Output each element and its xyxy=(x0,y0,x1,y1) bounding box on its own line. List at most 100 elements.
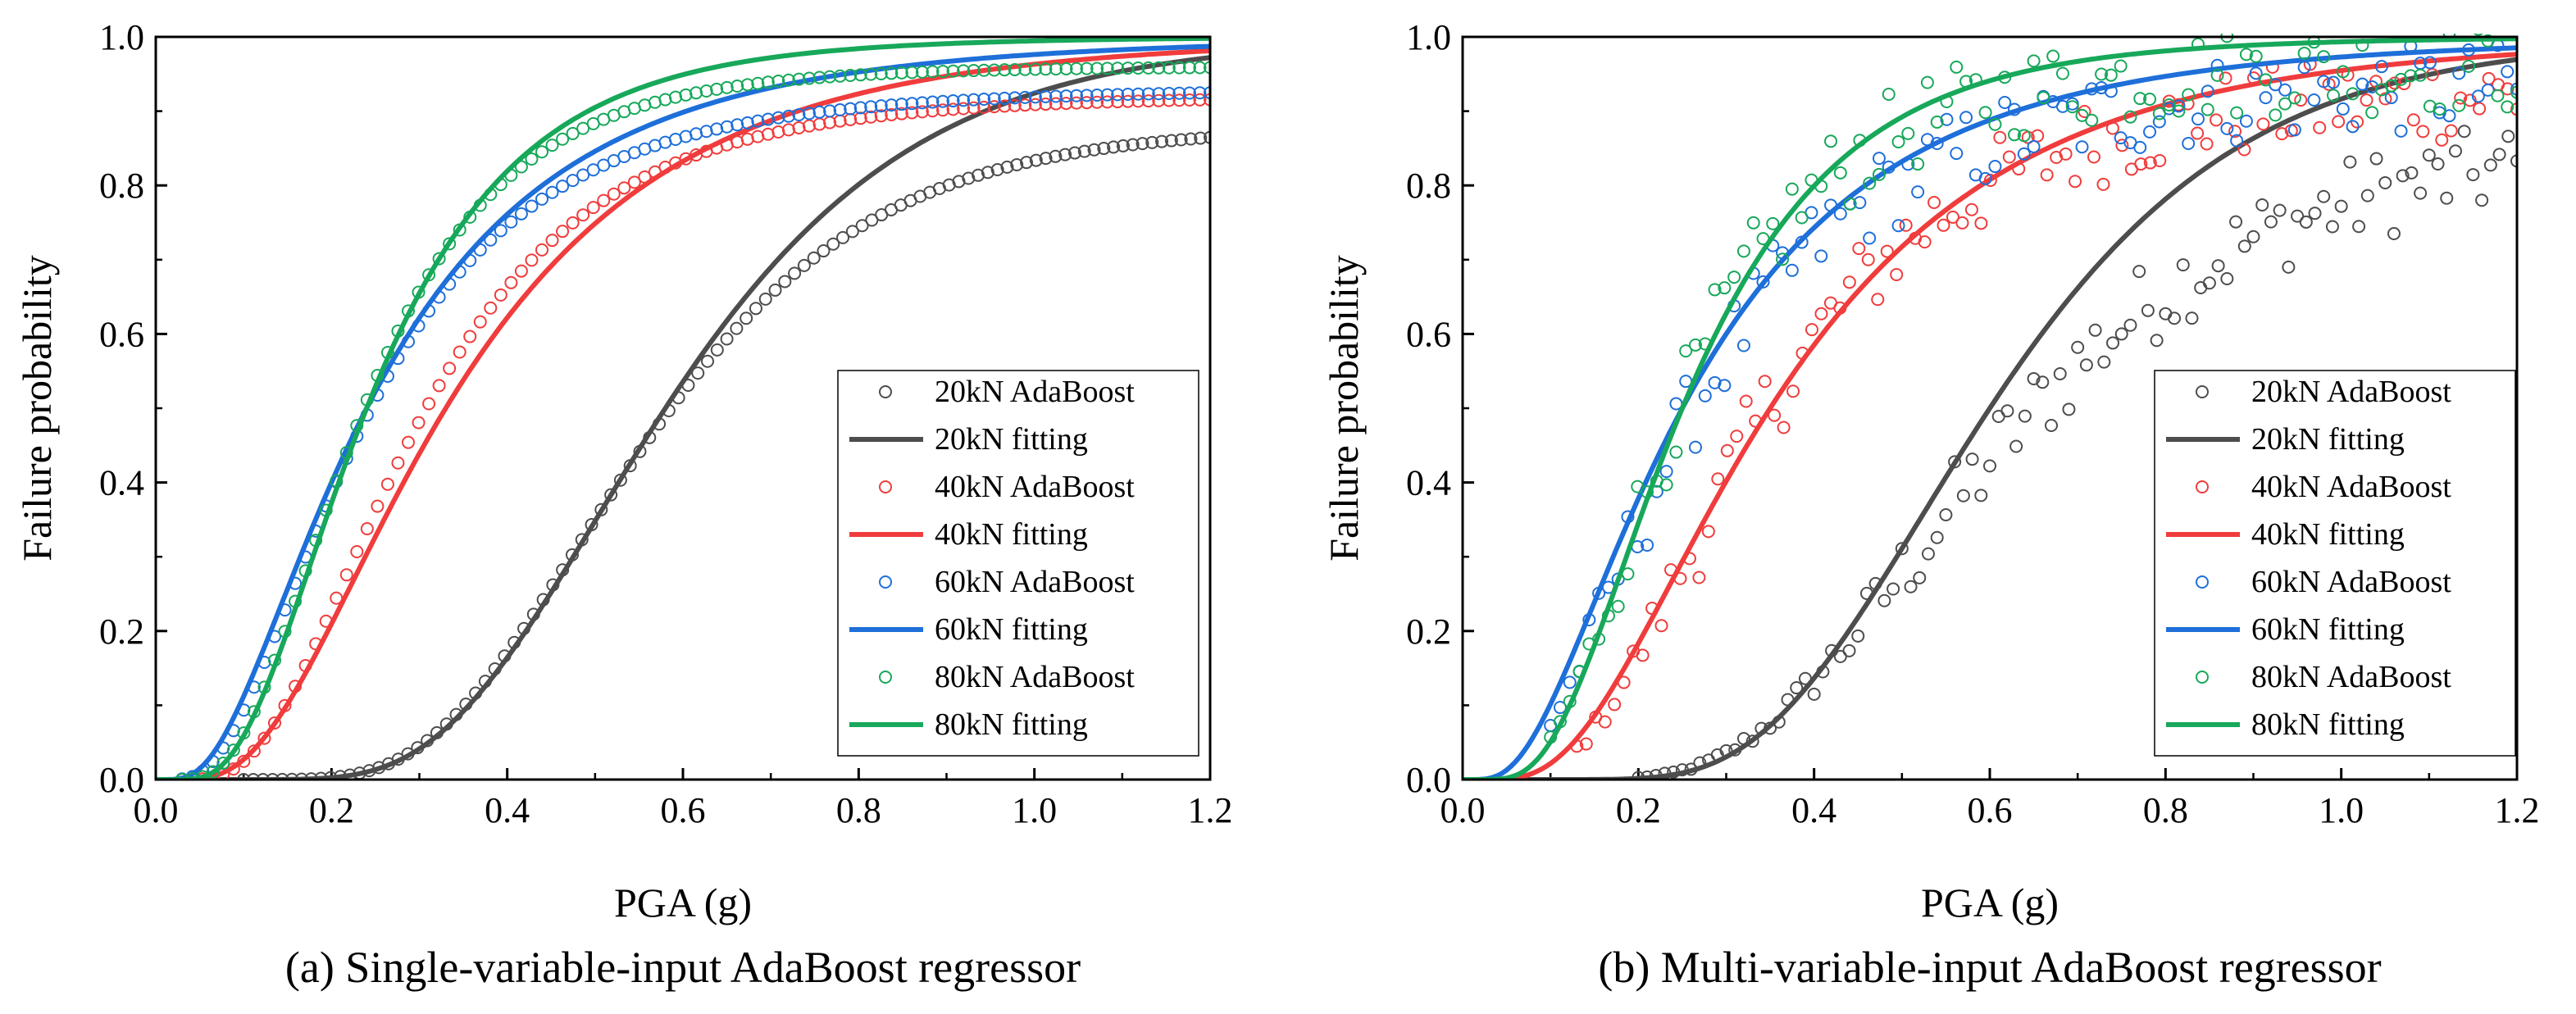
scatter-point-80kn-b xyxy=(2152,107,2166,120)
scatter-point-80kn-a xyxy=(823,70,837,84)
scatter-point-20kn-b xyxy=(2264,215,2278,229)
scatter-point-60kn-b xyxy=(1872,152,1886,166)
scatter-point-20kn-a xyxy=(1184,132,1198,146)
scatter-point-80kn-b xyxy=(2414,68,2428,82)
scatter-point-20kn-b xyxy=(1895,542,1909,556)
scatter-point-60kn-b xyxy=(2510,82,2517,96)
scatter-point-20kn-a xyxy=(788,266,802,280)
scatter-point-60kn-b xyxy=(2249,66,2263,80)
scatter-point-40kn-a xyxy=(566,216,580,230)
scatter-point-20kn-a xyxy=(1145,135,1159,149)
scatter-point-80kn-a xyxy=(833,69,847,83)
scatter-point-80kn-b xyxy=(2491,89,2505,102)
scatter-point-60kn-a xyxy=(1141,87,1155,101)
scatter-point-80kn-b xyxy=(1833,166,1847,180)
scatter-point-80kn-b xyxy=(1795,211,1809,225)
scatter-point-80kn-b xyxy=(2162,98,2176,112)
scatter-point-20kn-a xyxy=(1010,157,1024,171)
y-tick-label-a: 0.2 xyxy=(99,612,144,652)
scatter-point-60kn-b xyxy=(2133,140,2147,154)
scatter-point-40kn-b xyxy=(2444,124,2458,138)
scatter-point-40kn-a xyxy=(1100,95,1114,109)
scatter-point-60kn-a xyxy=(926,95,940,109)
scatter-point-80kn-a xyxy=(1172,61,1186,75)
scatter-point-20kn-a xyxy=(613,473,627,487)
scatter-point-20kn-a xyxy=(768,283,782,297)
scatter-point-80kn-a xyxy=(1039,62,1053,76)
scatter-point-60kn-b xyxy=(1988,160,2002,174)
scatter-point-80kn-b xyxy=(2123,110,2137,124)
scatter-point-20kn-a xyxy=(1107,140,1121,154)
scatter-point-20kn-b xyxy=(2282,260,2296,274)
scatter-point-20kn-a xyxy=(845,225,859,239)
scatter-point-60kn-a xyxy=(1008,91,1022,105)
scatter-point-80kn-a xyxy=(957,64,971,78)
legend-marker-80kn-b xyxy=(2196,671,2209,684)
scatter-point-40kn-a xyxy=(1172,93,1186,107)
scatter-point-20kn-b xyxy=(2000,404,2014,418)
fit-curve-40kn-b xyxy=(1463,52,2517,780)
scatter-point-80kn-b xyxy=(1785,182,1799,196)
legend-label-fit-20kn-a: 20kN fitting xyxy=(935,422,1088,457)
scatter-point-80kn-b xyxy=(1727,271,1741,284)
scatter-point-80kn-a xyxy=(977,63,991,77)
scatter-point-20kn-a xyxy=(1029,153,1043,167)
scatter-point-60kn-a xyxy=(781,109,795,123)
y-tick-label-b: 0.8 xyxy=(1406,166,1451,206)
scatter-point-80kn-b xyxy=(1843,197,1857,211)
scatter-point-60kn-a xyxy=(494,224,507,238)
x-tick-label-a: 0.6 xyxy=(661,790,706,830)
scatter-point-60kn-a xyxy=(751,114,765,128)
scatter-point-80kn-a xyxy=(535,145,548,159)
scatter-point-40kn-b xyxy=(2228,125,2241,139)
legend-b: 20kN AdaBoost 20kN fitting 40kN AdaBoost 40… xyxy=(2154,370,2516,757)
scatter-point-80kn-a xyxy=(751,76,765,90)
scatter-point-20kn-b xyxy=(2325,220,2339,234)
scatter-point-60kn-a xyxy=(1204,86,1210,100)
scatter-point-80kn-a xyxy=(226,743,240,757)
scatter-point-80kn-b xyxy=(2365,106,2379,120)
scatter-point-40kn-a xyxy=(432,379,446,393)
scatter-point-40kn-a xyxy=(1152,93,1166,107)
scatter-point-80kn-b xyxy=(2249,49,2263,63)
scatter-point-20kn-b xyxy=(2475,193,2489,207)
scatter-point-60kn-a xyxy=(525,199,539,213)
scatter-point-40kn-b xyxy=(2406,113,2420,127)
legend-label-fit-80kn-b: 80kN fitting xyxy=(2251,707,2405,742)
scatter-point-40kn-a xyxy=(1080,96,1094,110)
scatter-point-80kn-b xyxy=(2433,102,2446,116)
scatter-point-20kn-b xyxy=(1745,734,1759,748)
scatter-point-20kn-b xyxy=(1930,530,1944,544)
scatter-point-40kn-a xyxy=(792,120,806,134)
scatter-point-80kn-b xyxy=(2327,89,2341,102)
scatter-point-20kn-a xyxy=(730,321,744,335)
legend-label-fit-60kn-b: 60kN fitting xyxy=(2251,612,2405,647)
scatter-point-20kn-b xyxy=(2352,220,2366,234)
scatter-point-60kn-b xyxy=(1641,538,1654,552)
scatter-point-40kn-b xyxy=(1842,275,1856,289)
scatter-point-60kn-a xyxy=(1090,88,1104,102)
scatter-point-40kn-a xyxy=(1018,98,1032,112)
scatter-point-60kn-a xyxy=(1080,89,1094,102)
scatter-point-40kn-b xyxy=(1852,242,1866,256)
scatter-point-80kn-b xyxy=(2104,68,2118,82)
scatter-point-20kn-a xyxy=(1087,143,1101,157)
scatter-point-20kn-a xyxy=(1049,149,1063,163)
scatter-point-20kn-b xyxy=(2159,307,2173,321)
scatter-point-40kn-b xyxy=(1955,216,1969,230)
scatter-point-80kn-a xyxy=(926,65,940,79)
scatter-point-60kn-b xyxy=(1814,249,1828,263)
scatter-point-40kn-a xyxy=(864,110,878,124)
scatter-point-40kn-b xyxy=(2275,127,2289,141)
scatter-point-80kn-b xyxy=(1920,75,1934,89)
scatter-point-40kn-b xyxy=(2143,156,2157,170)
scatter-point-60kn-b xyxy=(2220,121,2234,135)
x-tick-label-b: 1.2 xyxy=(2495,790,2540,830)
scatter-point-40kn-b xyxy=(1692,571,1706,584)
legend-marker-40kn-a xyxy=(879,480,892,493)
scatter-point-20kn-b xyxy=(2492,148,2506,161)
scatter-point-60kn-b xyxy=(1563,675,1577,689)
scatter-point-80kn-b xyxy=(1611,599,1625,613)
scatter-point-40kn-b xyxy=(2416,125,2430,139)
scatter-point-80kn-a xyxy=(935,65,949,79)
